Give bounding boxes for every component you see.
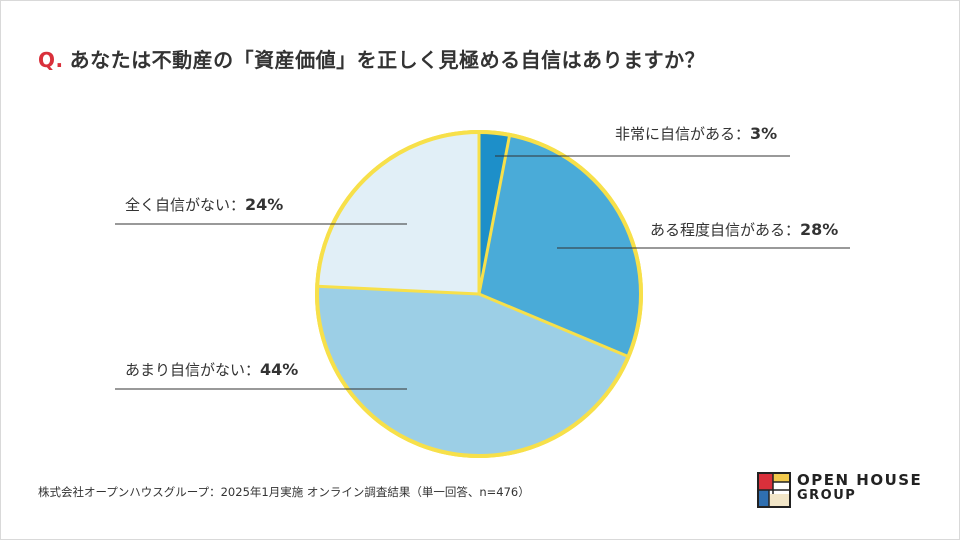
slice-label-text: ある程度自信がある	[650, 221, 786, 239]
slice-value: 44%	[260, 360, 299, 379]
slice-label-text: 非常に自信がある	[615, 125, 736, 143]
logo-line-1: OPEN HOUSE	[797, 471, 923, 489]
slice-label-text: あまり自信がない	[125, 361, 246, 379]
logo-mark-icon	[757, 472, 791, 508]
slice-label-very-confident: 非常に自信がある：3%	[615, 123, 777, 144]
slice-value: 28%	[800, 220, 839, 239]
pie-slice-somewhat-confident	[479, 134, 641, 357]
slice-label-not-very-confident: あまり自信がない：44%	[125, 359, 298, 380]
slice-divider	[478, 292, 630, 358]
slice-divider	[477, 134, 512, 295]
slice-value: 24%	[245, 195, 284, 214]
label-separator: ：	[245, 361, 261, 379]
pie-outline-top	[315, 130, 643, 458]
company-logo: OPEN HOUSE GROUP	[757, 472, 932, 508]
logo-wordmark: OPEN HOUSE GROUP	[797, 472, 922, 503]
question-text: あなたは不動産の「資産価値」を正しく見極める自信はありますか？	[69, 48, 706, 72]
label-separator: ：	[785, 221, 801, 239]
label-separator: ：	[735, 125, 751, 143]
pie-slice-not-very-confident	[317, 286, 629, 456]
question-prefix: Q.	[38, 48, 64, 72]
label-separator: ：	[230, 196, 246, 214]
survey-footnote: 株式会社オープンハウスグループ：2025年1月実施 オンライン調査結果（単一回答…	[38, 485, 530, 499]
page-title: Q. あなたは不動産の「資産価値」を正しく見極める自信はありますか？	[38, 44, 705, 73]
slice-divider	[317, 284, 480, 296]
slice-label-text: 全く自信がない	[125, 196, 231, 214]
slice-label-somewhat-confident: ある程度自信がある：28%	[650, 219, 838, 240]
logo-line-2: GROUP	[797, 487, 857, 503]
slice-value: 3%	[750, 124, 778, 143]
pie-slice-not-confident-at-all	[317, 132, 479, 294]
slice-label-not-confident-at-all: 全く自信がない：24%	[125, 194, 283, 215]
